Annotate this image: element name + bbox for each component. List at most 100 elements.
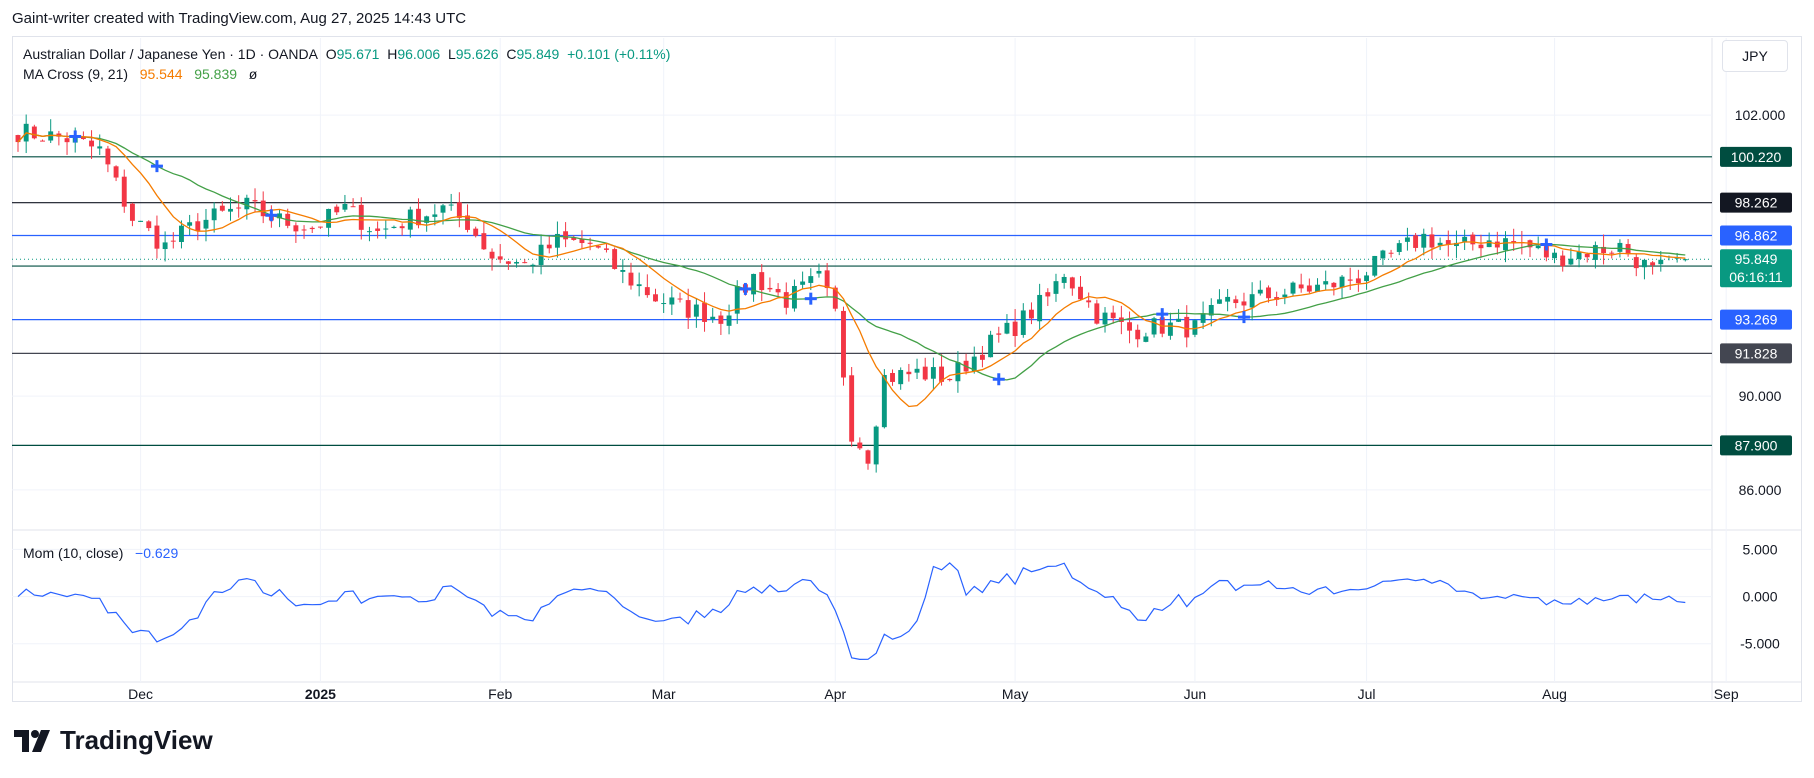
candle-body: [1266, 287, 1271, 299]
candle-126: [1045, 288, 1051, 307]
candle-body: [579, 238, 585, 244]
candle-107: [890, 369, 895, 386]
candle-body: [1135, 329, 1141, 340]
candle-body: [162, 242, 168, 250]
candle-body: [849, 375, 855, 442]
candle-60: [505, 260, 511, 270]
candle-body: [1053, 281, 1059, 294]
candle-body: [1592, 245, 1598, 260]
candle-172: [1421, 228, 1427, 256]
candle-111: [922, 357, 928, 382]
ma-fast-line: [17, 132, 1686, 408]
candle-body: [465, 215, 470, 230]
candle-62: [522, 259, 528, 264]
candle-body: [1192, 320, 1198, 335]
candle-65: [546, 235, 552, 254]
candle-108: [898, 367, 904, 390]
candle-body: [971, 356, 977, 372]
time-label-0: Dec: [128, 686, 153, 702]
candle-86: [718, 311, 724, 335]
candle-114: [947, 378, 953, 382]
candle-64: [538, 234, 544, 275]
candle-68: [571, 235, 577, 241]
ma-legend[interactable]: MA Cross (9, 21) 95.544 95.839 ø: [23, 66, 257, 82]
time-label-2: Feb: [488, 686, 512, 702]
candle-78: [653, 288, 658, 302]
candle-129: [1069, 276, 1075, 296]
level-tag-text: 100.220: [1731, 149, 1782, 165]
price-tags: 100.22098.26296.86295.55693.26991.82887.…: [1720, 146, 1792, 456]
candle-body: [309, 227, 315, 230]
candle-body: [64, 138, 70, 143]
candle-4: [48, 119, 54, 143]
candle-158: [1306, 278, 1312, 294]
candle-body: [1421, 233, 1427, 248]
candle-body: [1298, 284, 1304, 289]
currency-button[interactable]: JPY: [1722, 40, 1788, 72]
last-price-bg: [1720, 249, 1792, 288]
candle-120: [996, 326, 1002, 343]
candle-163: [1347, 267, 1353, 290]
momentum-axis: 5.000 0.000 -5.000: [1740, 541, 1780, 651]
candle-body: [121, 176, 127, 207]
candle-121: [1004, 314, 1010, 335]
close-label: C: [506, 46, 517, 62]
candle-body: [456, 202, 462, 218]
open-value: 95.671: [336, 46, 380, 62]
cross-marker-3: [739, 282, 752, 295]
candle-2: [31, 124, 37, 140]
candle-22: [195, 213, 201, 241]
candle-17: [154, 215, 160, 259]
candle-body: [996, 333, 1002, 335]
candle-59: [497, 244, 503, 264]
candle-body: [979, 354, 985, 360]
candle-body: [571, 237, 577, 240]
candle-body: [734, 286, 740, 314]
candle-0: [15, 134, 21, 152]
ma-symbol: ø: [248, 66, 258, 82]
candle-body: [1355, 278, 1361, 284]
candle-body: [1257, 289, 1263, 294]
momentum-legend[interactable]: Mom (10, close) −0.629: [23, 545, 178, 561]
candle-199: [1641, 259, 1647, 280]
level-tag-bg: [1720, 225, 1792, 246]
candle-body: [1543, 246, 1549, 258]
candle-body: [293, 225, 299, 232]
candle-body: [661, 303, 667, 305]
candle-103: [857, 437, 863, 450]
candle-146: [1208, 298, 1214, 327]
candle-body: [1225, 296, 1231, 302]
candle-164: [1355, 269, 1361, 292]
level-tag-bg: [1720, 146, 1792, 167]
candle-194: [1601, 234, 1607, 265]
candle-142: [1176, 309, 1182, 323]
candle-138: [1143, 332, 1149, 343]
candle-body: [80, 136, 86, 140]
candle-18: [162, 231, 168, 262]
candle-130: [1078, 275, 1083, 301]
candle-76: [636, 272, 642, 297]
candle-body: [620, 270, 626, 272]
candle-body: [546, 244, 552, 249]
candle-body: [906, 371, 912, 375]
candle-body: [154, 225, 160, 249]
candle-71: [595, 245, 601, 249]
candle-body: [1404, 237, 1410, 242]
ma-slow-line: [17, 132, 1686, 381]
brand-name: TradingView: [60, 725, 213, 755]
candle-32: [277, 209, 282, 228]
candle-body: [710, 316, 716, 320]
candle-body: [1372, 255, 1378, 276]
candle-body: [857, 442, 863, 449]
mom-tick-1: 0.000: [1742, 589, 1777, 605]
candle-body: [873, 426, 879, 465]
tradingview-logo[interactable]: TradingView: [14, 725, 213, 756]
candles: [15, 114, 1688, 473]
symbol-legend[interactable]: Australian Dollar / Japanese Yen · 1D · …: [23, 46, 670, 62]
candle-137: [1135, 324, 1141, 348]
candle-body: [612, 249, 618, 269]
mom-label: Mom (10, close): [23, 545, 124, 561]
candle-30: [260, 191, 266, 224]
candle-175: [1445, 230, 1451, 257]
